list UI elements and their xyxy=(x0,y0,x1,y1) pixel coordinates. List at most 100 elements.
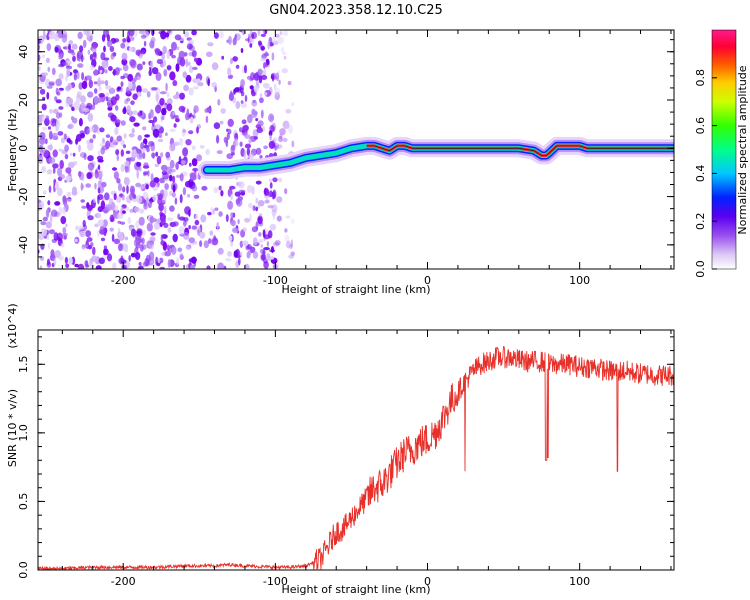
noise-blob xyxy=(217,262,224,269)
noise-blob xyxy=(211,82,218,88)
noise-blob xyxy=(126,184,129,194)
noise-blob xyxy=(97,150,101,156)
noise-blob xyxy=(166,217,174,221)
noise-blob xyxy=(125,157,132,162)
noise-blob xyxy=(290,239,294,248)
noise-blob xyxy=(188,178,194,188)
noise-blob xyxy=(100,237,106,242)
noise-blob xyxy=(139,30,145,35)
noise-blob xyxy=(116,195,122,203)
noise-blob xyxy=(273,142,279,150)
spectrogram-xlabel: Height of straight line (km) xyxy=(281,283,430,296)
noise-blob xyxy=(179,252,184,261)
noise-blob xyxy=(172,80,178,87)
noise-blob xyxy=(58,131,62,135)
noise-blob xyxy=(149,180,156,188)
noise-blob xyxy=(182,147,189,157)
noise-blob xyxy=(258,75,263,84)
noise-blob xyxy=(233,250,238,258)
noise-blob xyxy=(48,130,53,140)
noise-blob xyxy=(240,91,245,97)
noise-blob xyxy=(237,218,240,225)
noise-blob xyxy=(217,99,221,106)
noise-blob xyxy=(131,110,138,115)
noise-blob xyxy=(97,129,100,135)
noise-blob xyxy=(196,78,201,83)
noise-blob xyxy=(276,196,283,203)
noise-blob xyxy=(285,240,291,249)
noise-blob xyxy=(264,62,268,68)
noise-blob xyxy=(211,62,219,71)
noise-blob xyxy=(172,184,176,193)
noise-blob xyxy=(207,78,210,87)
noise-blob xyxy=(234,191,241,197)
noise-blob xyxy=(269,223,277,231)
noise-blob xyxy=(266,241,270,247)
noise-blob xyxy=(78,55,81,62)
noise-blob xyxy=(242,227,247,233)
noise-blob xyxy=(81,184,85,189)
spectrogram-frame xyxy=(37,29,675,270)
noise-blob xyxy=(120,139,125,147)
noise-blob xyxy=(290,251,295,257)
noise-blob xyxy=(275,37,282,44)
noise-blob xyxy=(151,87,158,91)
noise-blob xyxy=(188,130,194,135)
noise-blob xyxy=(81,205,87,209)
noise-blob xyxy=(288,124,293,134)
noise-blob xyxy=(133,122,140,127)
noise-blob xyxy=(92,246,96,256)
noise-blob xyxy=(164,189,168,198)
noise-blob xyxy=(40,221,47,226)
noise-blob xyxy=(139,53,143,60)
noise-blob xyxy=(125,206,130,212)
noise-blob xyxy=(255,197,259,204)
noise-blob xyxy=(276,215,282,222)
colorbar-tick-label: 0.6 xyxy=(694,117,707,135)
noise-blob xyxy=(223,265,227,269)
noise-blob xyxy=(58,148,64,152)
noise-blob xyxy=(267,205,274,209)
noise-blob xyxy=(94,182,97,190)
noise-blob xyxy=(161,107,167,116)
noise-blob xyxy=(52,167,56,174)
noise-blob xyxy=(244,217,251,223)
noise-blob xyxy=(47,126,52,130)
noise-blob xyxy=(169,159,175,169)
noise-blob xyxy=(39,132,46,140)
noise-blob xyxy=(38,155,44,164)
noise-blob xyxy=(191,50,197,58)
noise-blob xyxy=(46,169,53,175)
noise-blob xyxy=(187,61,191,66)
noise-blob xyxy=(125,150,131,154)
noise-blob xyxy=(130,252,136,258)
x-tick-label: 100 xyxy=(569,274,590,287)
noise-blob xyxy=(97,212,101,219)
noise-blob xyxy=(240,48,244,53)
noise-blob xyxy=(146,147,150,153)
noise-blob xyxy=(40,228,48,237)
noise-blob xyxy=(272,177,278,183)
y-tick-label: 1.5 xyxy=(17,356,30,374)
noise-blob xyxy=(230,144,236,151)
noise-blob xyxy=(230,219,236,227)
noise-blob xyxy=(239,141,243,147)
noise-blob xyxy=(230,212,234,218)
noise-blob xyxy=(80,103,86,112)
noise-blob xyxy=(154,48,160,53)
noise-blob xyxy=(260,57,267,62)
noise-blob xyxy=(101,145,108,151)
noise-blob xyxy=(225,257,232,262)
noise-blob xyxy=(103,30,110,38)
noise-blob xyxy=(203,240,209,249)
noise-blob xyxy=(75,225,79,231)
noise-blob xyxy=(252,251,259,259)
noise-blob xyxy=(149,109,154,119)
noise-blob xyxy=(149,216,155,224)
noise-blob xyxy=(98,257,106,265)
noise-blob xyxy=(62,227,67,235)
noise-blob xyxy=(182,71,188,79)
snr-ylabel: SNR (10 * v/v) xyxy=(6,389,19,467)
noise-blob xyxy=(176,257,180,266)
noise-blob xyxy=(147,201,152,209)
